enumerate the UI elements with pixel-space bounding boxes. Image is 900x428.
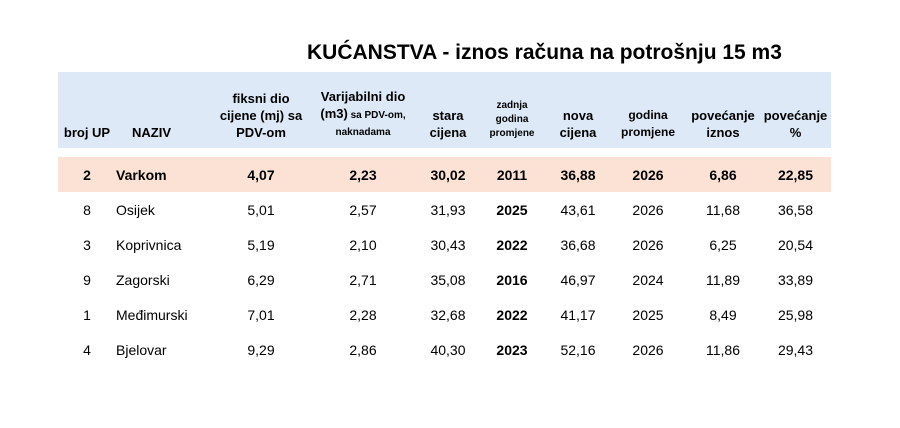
column-header-stara-cijena: stara cijena xyxy=(429,108,467,140)
column-header-varijabilni: Varijabilni dio (m3) sa PDV-om, naknadam… xyxy=(320,89,406,138)
cell-pov-pct: 22,85 xyxy=(777,166,814,183)
cell-zadnja: 2016 xyxy=(496,271,528,288)
cell-zadnja: 2011 xyxy=(496,166,528,183)
cell-broj: 4 xyxy=(83,341,91,358)
cell-godina: 2026 xyxy=(632,201,664,218)
cell-broj: 3 xyxy=(83,236,91,253)
cell-pov-iznos: 11,68 xyxy=(706,201,740,218)
cell-nova: 52,16 xyxy=(560,341,596,358)
table-row: 3 Koprivnica 5,19 2,10 30,43 2022 36,68 … xyxy=(58,227,831,262)
column-header-povecanje-iznos: povećanje iznos xyxy=(691,108,755,140)
cell-naziv: Zagorski xyxy=(116,271,170,288)
cell-zadnja: 2025 xyxy=(496,201,528,218)
cell-naziv: Varkom xyxy=(116,166,167,183)
column-header-fiksni: fiksni dio cijene (mj) sa PDV-om xyxy=(219,91,303,140)
cell-fiksni: 4,07 xyxy=(247,166,275,183)
column-header-godina-promjene: godina promjene xyxy=(620,108,675,139)
cell-stara: 32,68 xyxy=(430,306,466,323)
cell-naziv: Bjelovar xyxy=(116,341,167,358)
table-row-highlighted: 2 Varkom 4,07 2,23 30,02 2011 36,88 2026… xyxy=(58,157,831,192)
cell-fiksni: 5,19 xyxy=(247,236,275,253)
cell-varijabilni: 2,28 xyxy=(349,306,377,323)
cell-varijabilni: 2,86 xyxy=(349,341,377,358)
cell-fiksni: 7,01 xyxy=(247,306,275,323)
cell-varijabilni: 2,23 xyxy=(349,166,377,183)
cell-pov-pct: 20,54 xyxy=(777,236,814,253)
price-table: broj UP NAZIV fiksni dio cijene (mj) sa … xyxy=(58,72,831,367)
cell-godina: 2026 xyxy=(632,166,664,183)
cell-stara: 31,93 xyxy=(430,201,466,218)
cell-zadnja: 2022 xyxy=(496,306,528,323)
cell-pov-iznos: 6,25 xyxy=(709,236,737,253)
cell-nova: 46,97 xyxy=(560,271,596,288)
header-spacer xyxy=(58,148,831,157)
table-row: 4 Bjelovar 9,29 2,86 40,30 2023 52,16 20… xyxy=(58,332,831,367)
column-header-nova-cijena: nova cijena xyxy=(559,108,597,140)
table-row: 9 Zagorski 6,29 2,71 35,08 2016 46,97 20… xyxy=(58,262,831,297)
cell-godina: 2026 xyxy=(632,236,664,253)
cell-broj: 2 xyxy=(83,166,91,183)
cell-nova: 43,61 xyxy=(560,201,596,218)
cell-naziv: Koprivnica xyxy=(116,236,182,253)
cell-pov-iznos: 11,89 xyxy=(706,271,740,288)
cell-pov-pct: 33,89 xyxy=(777,271,814,288)
cell-pov-pct: 29,43 xyxy=(777,341,814,358)
cell-godina: 2025 xyxy=(632,306,664,323)
cell-nova: 41,17 xyxy=(560,306,596,323)
cell-pov-iznos: 8,49 xyxy=(709,306,737,323)
cell-stara: 30,43 xyxy=(430,236,466,253)
cell-pov-pct: 25,98 xyxy=(777,306,814,323)
cell-naziv: Međimurski xyxy=(116,306,188,323)
cell-broj: 8 xyxy=(83,201,91,218)
cell-godina: 2026 xyxy=(632,341,664,358)
cell-varijabilni: 2,57 xyxy=(349,201,377,218)
cell-pov-iznos: 11,86 xyxy=(706,341,740,358)
cell-zadnja: 2023 xyxy=(496,341,528,358)
cell-stara: 40,30 xyxy=(430,341,466,358)
table-row: 1 Međimurski 7,01 2,28 32,68 2022 41,17 … xyxy=(58,297,831,332)
cell-fiksni: 6,29 xyxy=(247,271,275,288)
cell-stara: 35,08 xyxy=(430,271,466,288)
cell-broj: 1 xyxy=(83,306,91,323)
cell-nova: 36,88 xyxy=(560,166,596,183)
cell-fiksni: 5,01 xyxy=(247,201,275,218)
cell-zadnja: 2022 xyxy=(496,236,528,253)
cell-naziv: Osijek xyxy=(116,201,155,218)
table-row: 8 Osijek 5,01 2,57 31,93 2025 43,61 2026… xyxy=(58,192,831,227)
column-header-broj-up: broj UP xyxy=(63,125,111,140)
cell-pov-iznos: 6,86 xyxy=(709,166,737,183)
cell-varijabilni: 2,71 xyxy=(349,271,377,288)
cell-stara: 30,02 xyxy=(430,166,466,183)
page-title: KUĆANSTVA - iznos računa na potrošnju 15… xyxy=(307,41,782,64)
cell-pov-pct: 36,58 xyxy=(777,201,814,218)
column-header-povecanje-postotak: povećanje % xyxy=(763,108,828,140)
cell-godina: 2024 xyxy=(632,271,664,288)
cell-nova: 36,68 xyxy=(560,236,596,253)
cell-varijabilni: 2,10 xyxy=(349,236,377,253)
header-row: broj UP NAZIV fiksni dio cijene (mj) sa … xyxy=(58,72,831,148)
column-header-zadnja-godina: zadnja godina promjene xyxy=(489,100,535,139)
cell-fiksni: 9,29 xyxy=(247,341,275,358)
column-header-naziv: NAZIV xyxy=(132,125,171,140)
cell-broj: 9 xyxy=(83,271,91,288)
